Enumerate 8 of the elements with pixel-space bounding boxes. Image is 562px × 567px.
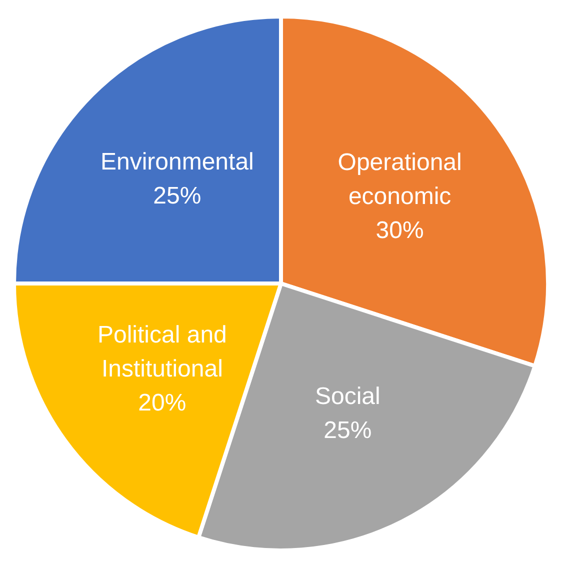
data-label: 25% (324, 416, 372, 444)
data-label: 25% (153, 182, 202, 210)
slice-label: Political and Institutional (97, 321, 227, 382)
slice-label: Environmental (100, 148, 254, 176)
slice-label: Social (314, 382, 380, 410)
data-label: 20% (138, 389, 186, 416)
slice-label: Operational economic (338, 148, 462, 210)
data-label: 30% (376, 216, 424, 244)
